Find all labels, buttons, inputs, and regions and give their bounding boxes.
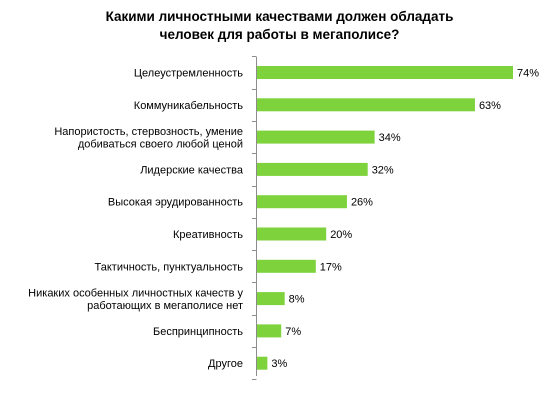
bar: [257, 66, 513, 79]
bar: [257, 324, 282, 338]
bar: [257, 130, 375, 144]
data-label: 3%: [271, 358, 287, 370]
data-label: 20%: [330, 229, 352, 241]
category-label: Беспринципность: [153, 326, 243, 338]
category-label-line: Лидерские качества: [140, 164, 244, 176]
category-label-line: работающих в мегаполисе нет: [87, 300, 243, 312]
category-label: Другое: [208, 358, 243, 370]
bar: [257, 98, 475, 112]
category-label: Напористость, стервозность, умение добива…: [54, 126, 243, 151]
category-label-line: добиваться своего любой ценой: [78, 138, 243, 150]
category-label: Высокая эрудированность: [108, 197, 243, 209]
chart-title: Какими личностными качествами должен обл…: [105, 9, 454, 42]
category-label-line: Коммуникабельность: [134, 100, 243, 112]
category-label: Коммуникабельность: [134, 100, 243, 112]
data-label: 26%: [351, 197, 373, 209]
bar: [257, 195, 347, 209]
data-label: 63%: [479, 100, 501, 112]
category-label-line: Беспринципность: [153, 326, 243, 338]
category-label-line: Никаких особенных личностных качеств у: [28, 287, 243, 299]
category-label-line: Высокая эрудированность: [108, 197, 243, 209]
category-label: Тактичность, пунктуальность: [95, 261, 244, 273]
bar: [257, 162, 368, 176]
data-label: 7%: [285, 326, 301, 338]
bar: [257, 292, 285, 306]
data-label: 34%: [379, 132, 401, 144]
data-label: 74%: [517, 68, 539, 80]
data-label: 8%: [289, 294, 305, 306]
category-label-line: Другое: [208, 358, 243, 370]
category-label: Целеустремленность: [134, 68, 243, 80]
category-label-line: Креативность: [173, 229, 243, 241]
category-label-line: Напористость, стервозность, умение: [54, 126, 243, 138]
category-label: Лидерские качества: [140, 164, 244, 176]
bar: [257, 227, 327, 241]
category-label-line: Целеустремленность: [134, 68, 243, 80]
bar: [257, 356, 268, 370]
data-label: 17%: [320, 261, 342, 273]
bar: [257, 259, 316, 273]
category-label-line: Тактичность, пунктуальность: [95, 261, 244, 273]
data-label: 32%: [372, 164, 394, 176]
category-label: Креативность: [173, 229, 243, 241]
category-label: Никаких особенных личностных качеств у ра…: [28, 287, 243, 312]
